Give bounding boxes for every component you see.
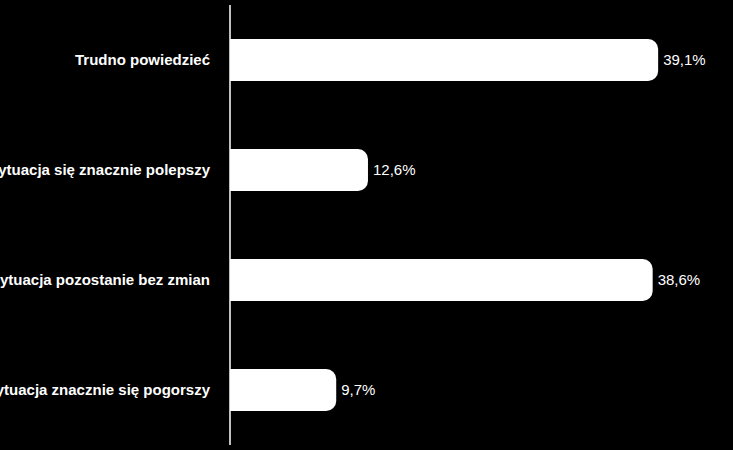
svg-text:Sytuacja się znacznie polepszy: Sytuacja się znacznie polepszy: [8, 161, 211, 178]
svg-text:9,7%: 9,7%: [341, 381, 375, 398]
svg-text:38,6%: 38,6%: [658, 271, 701, 288]
svg-text:Sytuacja znacznie się pogorszy: Sytuacja znacznie się pogorszy: [8, 381, 211, 398]
svg-text:Trudno powiedzieć: Trudno powiedzieć: [75, 51, 210, 68]
svg-text:39,1%: 39,1%: [663, 51, 706, 68]
svg-text:12,6%: 12,6%: [373, 161, 416, 178]
svg-text:Sytuacja pozostanie bez zmian: Sytuacja pozostanie bez zmian: [8, 271, 210, 288]
